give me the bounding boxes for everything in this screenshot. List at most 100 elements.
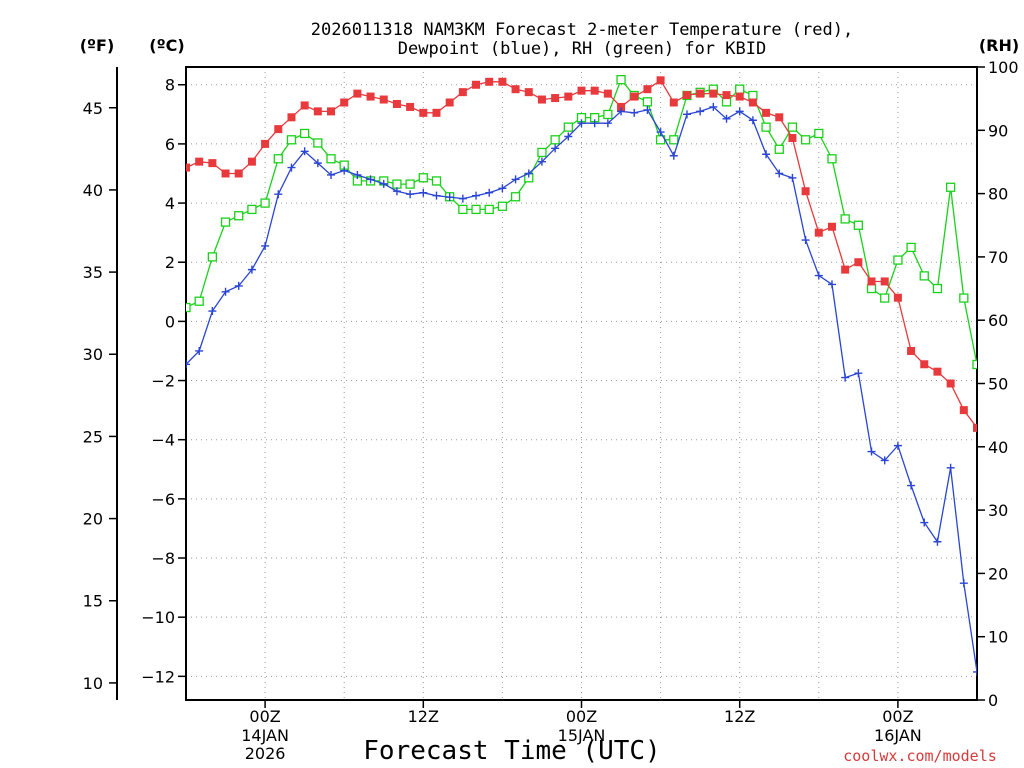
rh-point bbox=[669, 135, 679, 145]
dewpoint-point bbox=[327, 170, 336, 179]
dewpoint-point bbox=[973, 667, 977, 676]
temperature-point bbox=[775, 113, 784, 122]
temperature-point bbox=[551, 94, 560, 103]
temperature-point bbox=[946, 379, 955, 388]
rh-point bbox=[273, 154, 283, 164]
temperature-point bbox=[195, 157, 204, 166]
rh-point bbox=[471, 204, 481, 215]
dewpoint-point bbox=[524, 169, 533, 178]
temperature-point bbox=[247, 157, 256, 166]
temperature-point bbox=[186, 163, 190, 172]
dewpoint-point bbox=[379, 179, 388, 188]
rh-point bbox=[748, 90, 758, 101]
dewpoint-point bbox=[564, 132, 573, 141]
x-tick-label: 00Z bbox=[249, 707, 280, 726]
dewpoint-point bbox=[775, 169, 784, 178]
temperature-point bbox=[577, 86, 586, 95]
fahrenheit-tick-label: 35 bbox=[83, 263, 103, 282]
temperature-point bbox=[537, 95, 546, 104]
rh-point bbox=[260, 198, 270, 208]
dewpoint-point bbox=[617, 107, 626, 116]
x-tick-label: 12Z bbox=[724, 707, 755, 726]
x-axis-title: Forecast Time (UTC) bbox=[363, 736, 660, 766]
rh-point bbox=[919, 271, 929, 281]
plot-frame bbox=[185, 66, 978, 701]
temperature-point bbox=[682, 91, 691, 100]
dewpoint-point bbox=[366, 175, 375, 184]
rh-point bbox=[497, 201, 508, 211]
temperature-point bbox=[854, 258, 863, 267]
dewpoint-point bbox=[709, 102, 718, 111]
x-year-label: 2026 bbox=[245, 744, 286, 763]
dewpoint-point bbox=[195, 346, 204, 355]
x-date-label: 16JAN bbox=[874, 726, 922, 745]
temperature-point bbox=[472, 80, 481, 89]
credit-link[interactable]: coolwx.com/models bbox=[843, 747, 997, 765]
dewpoint-point bbox=[221, 287, 230, 296]
rh-point bbox=[220, 217, 231, 227]
x-tick-label: 00Z bbox=[566, 707, 597, 726]
temperature-point bbox=[801, 187, 810, 196]
rh-point bbox=[774, 144, 784, 154]
rh-tick-label: 30 bbox=[988, 501, 1008, 520]
rh-point bbox=[234, 211, 244, 221]
rh-tick-label: 90 bbox=[988, 121, 1008, 140]
dewpoint-point bbox=[472, 191, 481, 200]
temperature-point bbox=[432, 108, 441, 117]
dewpoint-point bbox=[788, 173, 797, 182]
dewpoint-point bbox=[498, 184, 507, 193]
rh-point bbox=[510, 192, 521, 202]
rh-tick-label: 20 bbox=[988, 564, 1008, 583]
dewpoint-point bbox=[933, 537, 942, 546]
dewpoint-point bbox=[537, 157, 546, 166]
rh-point bbox=[550, 135, 560, 145]
rh-point bbox=[392, 179, 402, 189]
dewpoint-point bbox=[186, 360, 190, 369]
rh-point bbox=[840, 214, 850, 224]
celsius-tick-label: 4 bbox=[165, 194, 175, 213]
temperature-point bbox=[893, 293, 902, 302]
celsius-tick-label: 8 bbox=[165, 76, 175, 95]
dewpoint-point bbox=[669, 151, 678, 160]
celsius-unit-label: (ºC) bbox=[149, 36, 184, 55]
dewpoint-point bbox=[590, 119, 599, 128]
rh-point bbox=[603, 109, 613, 120]
temperature-point bbox=[300, 101, 309, 110]
series-layer bbox=[186, 75, 977, 676]
rh-point bbox=[186, 302, 191, 313]
temperature-point bbox=[603, 89, 612, 98]
temperature-point bbox=[392, 99, 401, 108]
temperature-point bbox=[340, 98, 349, 107]
temperature-point bbox=[973, 423, 977, 432]
dewpoint-point bbox=[603, 119, 612, 128]
rh-point bbox=[207, 252, 218, 262]
dewpoint-point bbox=[841, 373, 850, 382]
rh-point bbox=[893, 255, 903, 265]
dewpoint-point bbox=[880, 456, 889, 465]
temperature-point bbox=[867, 277, 876, 286]
dewpoint-point bbox=[313, 159, 322, 168]
rh-point bbox=[906, 242, 916, 253]
temperature-point bbox=[590, 86, 599, 95]
temperature-point bbox=[327, 107, 336, 116]
chart-title-line-1: 2026011318 NAM3KM Forecast 2-meter Tempe… bbox=[311, 20, 853, 40]
rh-point bbox=[787, 122, 798, 132]
dewpoint-point bbox=[340, 166, 349, 175]
dewpoint-point bbox=[274, 190, 283, 199]
temperature-point bbox=[669, 98, 678, 107]
celsius-tick-label: 2 bbox=[165, 253, 175, 272]
temperature-point bbox=[274, 125, 283, 134]
temperature-point bbox=[406, 102, 415, 111]
celsius-tick-label: −6 bbox=[151, 490, 175, 509]
temperature-point bbox=[511, 85, 520, 94]
rh-series bbox=[186, 75, 977, 370]
fahrenheit-tick-label: 30 bbox=[83, 345, 103, 364]
temperature-point bbox=[656, 76, 665, 85]
rh-tick-label: 80 bbox=[988, 185, 1008, 204]
celsius-tick-label: 6 bbox=[165, 135, 175, 154]
dewpoint-point bbox=[682, 110, 691, 119]
temperature-point bbox=[208, 159, 217, 168]
temperature-point bbox=[261, 139, 270, 148]
dewpoint-point bbox=[801, 236, 810, 245]
temperature-point bbox=[379, 95, 388, 104]
